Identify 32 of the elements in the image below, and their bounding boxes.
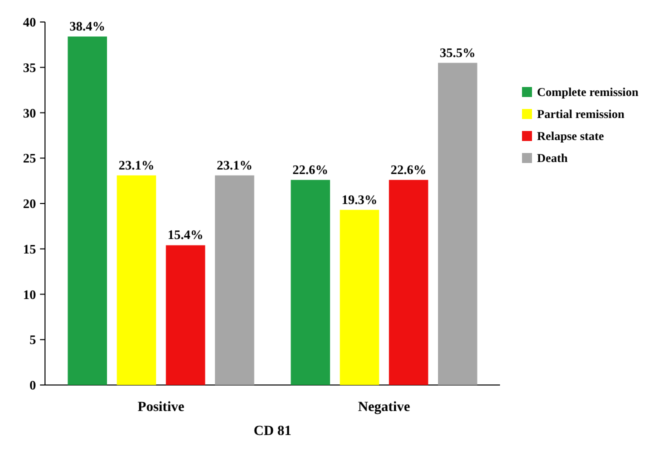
y-tick-label: 40 [23, 14, 36, 30]
y-tick-label: 30 [23, 105, 36, 120]
data-label: 23.1% [118, 157, 154, 172]
x-axis-title: CD 81 [254, 424, 292, 439]
bar [68, 36, 108, 385]
y-tick-label: 10 [23, 286, 36, 302]
y-tick-label: 25 [23, 150, 36, 166]
bar [340, 210, 380, 385]
y-tick-label: 15 [23, 241, 36, 256]
legend-label: Partial remission [537, 107, 625, 122]
bar [166, 245, 206, 385]
legend-label: Relapse state [537, 129, 605, 144]
data-label: 23.1% [216, 157, 252, 172]
data-label: 38.4% [70, 18, 106, 34]
y-tick-label: 35 [23, 60, 36, 75]
data-label: 22.6% [390, 162, 426, 177]
x-tick-label: Negative [358, 400, 410, 415]
bar [116, 175, 156, 385]
legend-label: Complete remission [537, 85, 639, 100]
legend-label: Death [537, 151, 568, 166]
y-tick-label: 5 [30, 332, 36, 348]
bar [290, 180, 330, 385]
x-tick-label: Positive [138, 400, 184, 415]
bar [388, 180, 428, 385]
bar [214, 175, 254, 385]
data-label: 22.6% [292, 162, 328, 177]
data-label: 19.3% [342, 192, 378, 207]
bar [438, 62, 478, 385]
data-label: 35.5% [440, 44, 476, 60]
y-tick-label: 20 [23, 196, 36, 212]
data-label: 15.4% [168, 227, 204, 242]
y-tick-label: 0 [30, 378, 36, 393]
